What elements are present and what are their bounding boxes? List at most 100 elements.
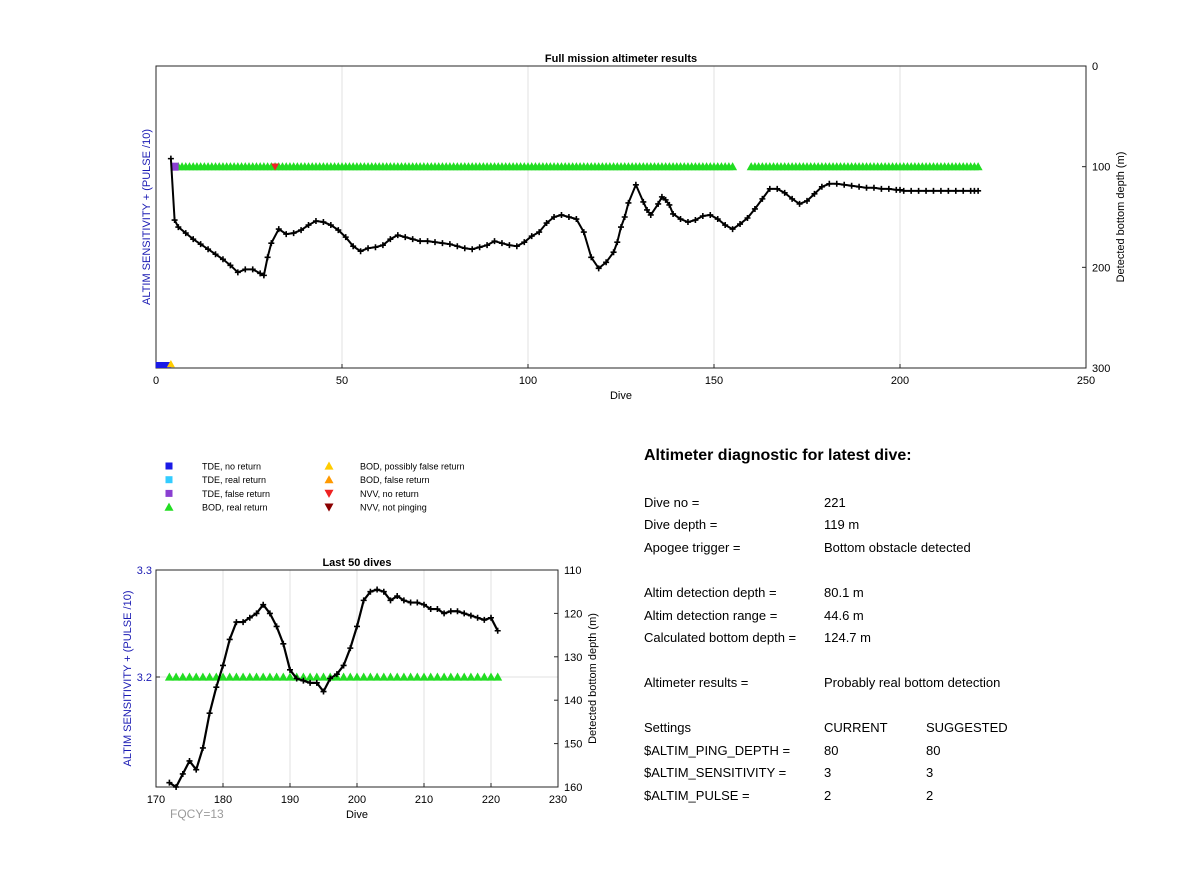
depth-point bbox=[273, 623, 280, 630]
depth-point bbox=[528, 233, 535, 240]
depth-point bbox=[684, 219, 691, 226]
bod-real-return-marker bbox=[278, 672, 288, 681]
depth-point bbox=[796, 200, 803, 207]
depth-point bbox=[707, 211, 714, 218]
depth-point bbox=[427, 606, 434, 613]
depth-point bbox=[394, 593, 401, 600]
setting-pulse-current: 2 bbox=[824, 788, 832, 803]
depth-point bbox=[234, 269, 241, 276]
bod-real-return-marker bbox=[352, 672, 362, 681]
depth-point bbox=[699, 212, 706, 219]
depth-point bbox=[841, 181, 848, 188]
depth-point bbox=[380, 588, 387, 595]
depth-point bbox=[960, 187, 967, 194]
x-tick-label: 230 bbox=[549, 794, 567, 806]
depth-point bbox=[915, 187, 922, 194]
depth-point bbox=[614, 239, 621, 246]
settings-header: Settings bbox=[644, 720, 691, 735]
depth-point bbox=[491, 238, 498, 245]
bod-real-return-marker bbox=[185, 672, 194, 681]
depth-point bbox=[253, 610, 260, 617]
bod-real-return-marker bbox=[459, 672, 469, 681]
depth-point bbox=[536, 229, 543, 236]
depth-point bbox=[467, 612, 474, 619]
depth-point bbox=[374, 586, 381, 593]
legend-item-label: TDE, real return bbox=[202, 475, 266, 485]
y-left-tick-label: 3.2 bbox=[137, 672, 152, 684]
depth-point bbox=[171, 217, 178, 224]
depth-point bbox=[789, 195, 796, 202]
depth-point bbox=[275, 226, 282, 233]
legend-item-icon bbox=[324, 503, 334, 512]
bod-real-return-marker bbox=[272, 672, 282, 681]
bod-real-return-marker bbox=[319, 672, 328, 681]
bod-real-return-marker bbox=[386, 672, 395, 681]
depth-point bbox=[781, 189, 788, 196]
depth-point bbox=[558, 211, 565, 218]
depth-point bbox=[751, 205, 758, 212]
depth-point bbox=[945, 187, 952, 194]
legend: TDE, no return TDE, real return TDE, false… bbox=[164, 461, 465, 513]
depth-point bbox=[313, 679, 320, 686]
bod-real-return-marker bbox=[973, 162, 983, 171]
depth-point bbox=[365, 245, 372, 252]
depth-series-line bbox=[169, 158, 979, 277]
depth-point bbox=[610, 249, 617, 256]
depth-point bbox=[811, 190, 818, 197]
legend-item-icon bbox=[165, 489, 173, 497]
depth-point bbox=[350, 243, 357, 250]
apogee-value: Bottom obstacle detected bbox=[824, 540, 971, 555]
depth-point bbox=[439, 240, 446, 247]
depth-point bbox=[513, 243, 520, 250]
depth-point bbox=[446, 241, 453, 248]
depth-point bbox=[205, 246, 212, 253]
setting-sensitivity-current: 3 bbox=[824, 765, 832, 780]
bod-real-return-marker bbox=[399, 672, 409, 681]
bod-real-return-marker bbox=[245, 672, 255, 681]
bod-real-return-marker bbox=[238, 672, 248, 681]
chart-title: Last 50 dives bbox=[322, 557, 391, 569]
bod-real-return-marker bbox=[728, 162, 738, 171]
depth-point bbox=[662, 196, 669, 203]
bod-real-return-marker bbox=[312, 672, 322, 681]
bod-real-return-marker bbox=[191, 672, 201, 681]
setting-sensitivity-label: $ALTIM_SENSITIVITY = bbox=[644, 765, 787, 780]
depth-point bbox=[474, 614, 481, 621]
depth-point bbox=[481, 616, 488, 623]
depth-point bbox=[461, 245, 468, 252]
altim-detection-depth-label: Altim detection depth = bbox=[644, 585, 777, 600]
x-tick-label: 180 bbox=[214, 794, 232, 806]
depth-point bbox=[167, 155, 174, 162]
setting-ping-depth-current: 80 bbox=[824, 743, 839, 758]
depth-point bbox=[320, 688, 327, 695]
depth-point bbox=[290, 230, 297, 237]
depth-point bbox=[260, 272, 267, 279]
depth-point bbox=[975, 187, 982, 194]
depth-point bbox=[407, 599, 414, 606]
y-left-axis-label: ALTIM SENSITIVITY + (PULSE /10) bbox=[141, 129, 153, 305]
depth-point bbox=[305, 222, 312, 229]
depth-point bbox=[220, 662, 226, 669]
x-tick-label: 150 bbox=[705, 375, 723, 387]
nvv-no-return-marker bbox=[271, 163, 280, 171]
depth-point bbox=[335, 227, 342, 234]
y-right-tick-label: 200 bbox=[1092, 262, 1110, 274]
depth-point bbox=[476, 244, 483, 251]
altim-detection-depth-value: 80.1 m bbox=[824, 585, 864, 600]
depth-point bbox=[266, 610, 273, 617]
bod-real-return-marker bbox=[412, 672, 422, 681]
depth-point bbox=[488, 614, 494, 621]
x-tick-label: 170 bbox=[147, 794, 165, 806]
bod-real-return-marker bbox=[305, 672, 315, 681]
bod-real-return-marker bbox=[298, 672, 308, 681]
depth-point bbox=[454, 608, 461, 615]
depth-point bbox=[226, 636, 233, 643]
legend-item-icon bbox=[324, 461, 334, 470]
y-right-tick-label: 120 bbox=[564, 608, 582, 620]
full-mission-chart: 0 50 100 150 200 250 0 100 200 300 Full mission al… bbox=[141, 53, 1127, 402]
calculated-bottom-depth-value: 124.7 m bbox=[824, 630, 871, 645]
depth-point bbox=[644, 206, 651, 213]
apogee-label: Apogee trigger = bbox=[644, 540, 741, 555]
depth-point bbox=[848, 182, 855, 189]
depth-point bbox=[409, 236, 416, 243]
